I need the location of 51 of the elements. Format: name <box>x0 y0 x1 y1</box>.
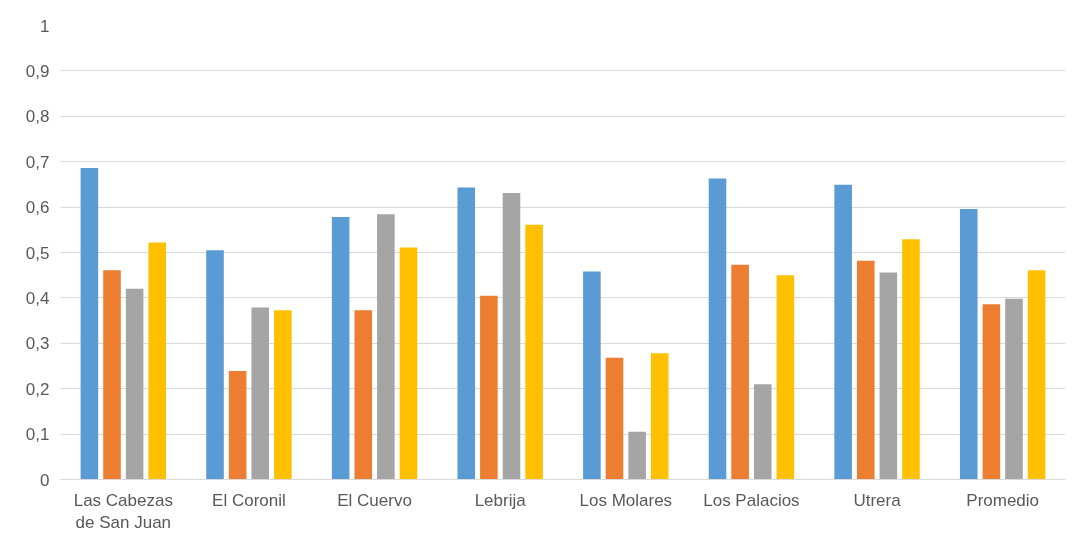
x-tick-label: Utrera <box>853 490 902 510</box>
bar <box>206 250 224 480</box>
y-tick-label: 0,2 <box>25 379 50 399</box>
y-tick-label: 0,9 <box>25 61 50 81</box>
y-tick-label: 0 <box>40 470 50 490</box>
x-tick-label: Los Palacios <box>703 490 800 510</box>
bar <box>480 295 498 480</box>
y-tick-label: 0,8 <box>25 107 50 127</box>
y-tick-label: 1 <box>40 16 50 36</box>
bar <box>959 208 978 480</box>
bar <box>251 307 270 480</box>
bar <box>753 384 772 480</box>
bar <box>982 304 1001 480</box>
y-tick-label: 0,3 <box>25 334 50 354</box>
bar <box>628 431 646 480</box>
bar <box>274 310 292 480</box>
x-tick-label: Lebrija <box>474 490 527 510</box>
bar <box>834 184 852 480</box>
bar <box>80 168 99 480</box>
x-tick-label: Promedio <box>966 490 1040 510</box>
bar <box>354 310 373 480</box>
bar <box>708 178 727 480</box>
bar <box>856 260 875 480</box>
bar <box>103 270 121 480</box>
bar <box>583 271 601 480</box>
bar <box>525 224 543 480</box>
y-tick-label: 0,4 <box>25 288 50 308</box>
x-tick-label: Los Molares <box>579 490 673 510</box>
bar <box>125 288 144 480</box>
bar <box>776 275 795 480</box>
bar <box>331 217 350 480</box>
bar <box>879 272 898 480</box>
y-tick-label: 0,6 <box>25 198 50 218</box>
bar <box>605 357 624 480</box>
bar <box>731 264 749 480</box>
x-tick-label: El Cuervo <box>337 490 412 510</box>
bar <box>650 353 669 480</box>
bar <box>148 242 167 480</box>
x-tick-label: El Coronil <box>212 490 286 510</box>
y-tick-label: 0,1 <box>25 425 50 445</box>
y-tick-label: 0,5 <box>25 243 50 263</box>
bar <box>457 187 476 480</box>
bar <box>399 247 418 480</box>
bar <box>902 239 920 480</box>
bar <box>1005 298 1023 480</box>
bar <box>502 193 521 480</box>
bar <box>228 370 247 480</box>
y-tick-label: 0,7 <box>25 152 50 172</box>
bar <box>1027 270 1046 480</box>
bar <box>377 214 395 480</box>
x-tick-label: Las Cabezas de San Juan <box>73 490 173 533</box>
